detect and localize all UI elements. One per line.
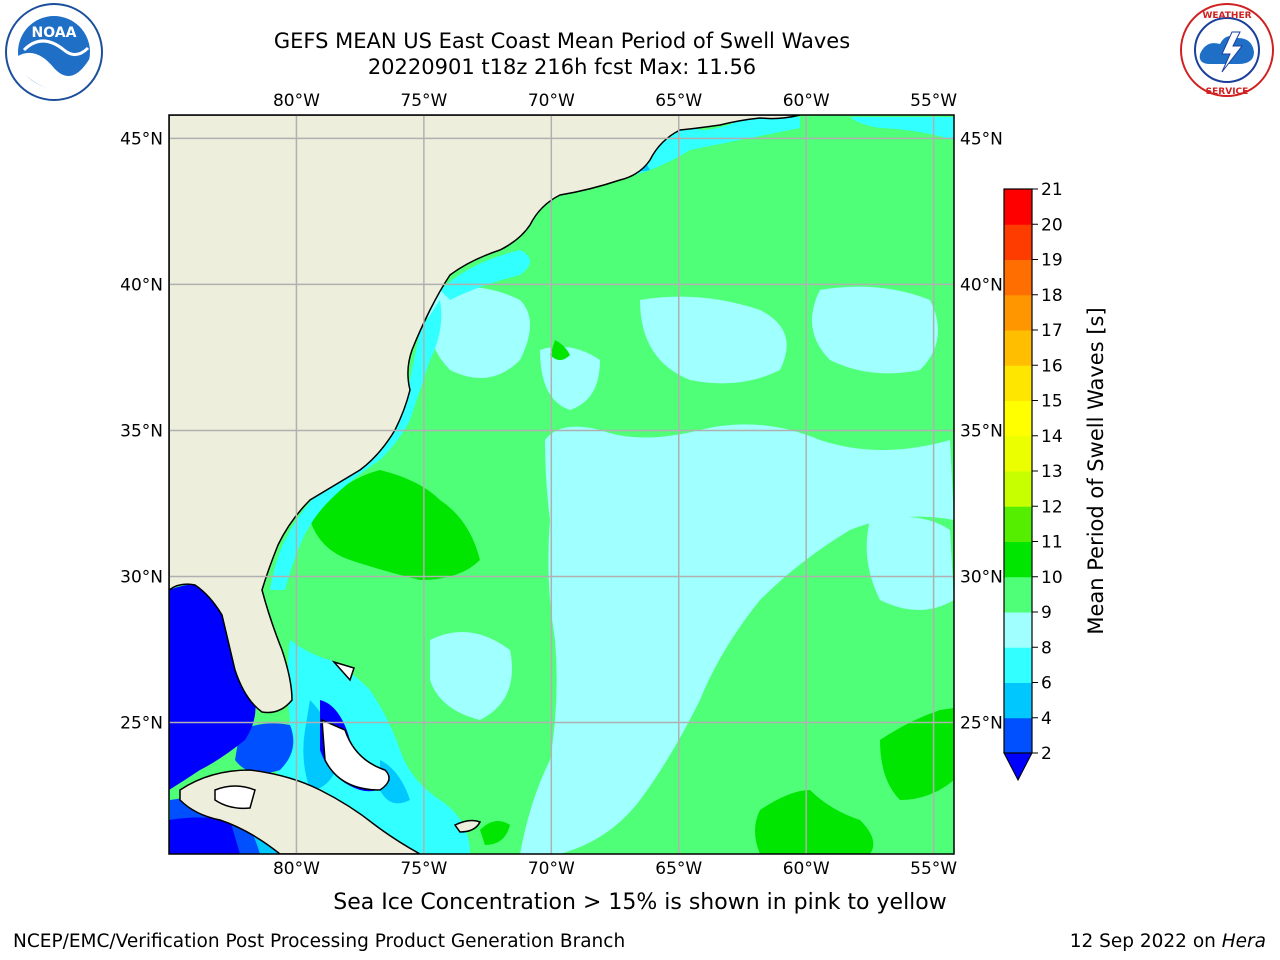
colorbar-segment <box>1004 435 1032 472</box>
chart-title: GEFS MEAN US East Coast Mean Period of S… <box>273 29 851 53</box>
colorbar-segment <box>1004 541 1032 578</box>
colorbar-tick-label: 11 <box>1041 533 1063 553</box>
colorbar-segment <box>1004 294 1032 331</box>
lon-labels-top: 80°W 75°W 70°W 65°W 60°W 55°W <box>273 91 957 111</box>
lat-label-right: 35°N <box>960 421 1003 441</box>
colorbar-segments <box>1004 189 1032 754</box>
lat-label-left: 40°N <box>120 275 163 295</box>
lat-label-left: 35°N <box>120 421 163 441</box>
land <box>169 115 801 854</box>
map-field <box>169 115 954 854</box>
colorbar-tick-label: 8 <box>1041 638 1052 658</box>
colorbar-tick-label: 12 <box>1041 497 1063 517</box>
chart-subtitle: 20220901 t18z 216h fcst Max: 11.56 <box>367 55 757 79</box>
colorbar-tick-label: 19 <box>1041 251 1063 271</box>
colorbar-segment <box>1004 400 1032 437</box>
lon-label-bottom: 65°W <box>655 859 702 879</box>
lat-label-left: 45°N <box>120 129 163 149</box>
footer-machine: Hera <box>1221 931 1266 952</box>
colorbar-segment <box>1004 189 1032 225</box>
colorbar-tick-label: 15 <box>1041 392 1063 412</box>
nws-logo: WEATHER SERVICE <box>1180 3 1274 97</box>
lon-label-bottom: 75°W <box>400 859 447 879</box>
svg-text:SERVICE: SERVICE <box>1206 87 1249 97</box>
colorbar-tick-label: 14 <box>1041 427 1063 447</box>
lat-labels-right: 45°N 40°N 35°N 30°N 25°N <box>960 129 1003 733</box>
lon-label-top: 80°W <box>273 91 320 111</box>
lon-label-bottom: 80°W <box>273 859 320 879</box>
colorbar-tick-label: 16 <box>1041 356 1063 376</box>
colorbar-tick-label: 21 <box>1041 180 1063 200</box>
colorbar-label: Mean Period of Swell Waves [s] <box>1084 307 1108 634</box>
sea-ice-note: Sea Ice Concentration > 15% is shown in … <box>333 890 947 915</box>
noaa-logo: NOAA <box>5 3 103 101</box>
colorbar-segment <box>1004 471 1032 507</box>
footer-date: 12 Sep 2022 on Hera <box>1069 931 1266 952</box>
lat-label-right: 45°N <box>960 129 1003 149</box>
colorbar-segment <box>1004 647 1032 683</box>
colorbar: 2 4 6 8 9 10 11 12 13 14 15 16 17 18 19 20 21 Mean Perio… <box>1003 180 1108 782</box>
colorbar-tick-label: 9 <box>1041 603 1052 623</box>
colorbar-segment <box>1004 612 1032 648</box>
colorbar-segment <box>1004 576 1032 613</box>
noaa-logo-text: NOAA <box>32 25 77 41</box>
lon-label-bottom: 60°W <box>783 859 830 879</box>
colorbar-tick-label: 20 <box>1041 215 1063 235</box>
lat-labels-left: 45°N 40°N 35°N 30°N 25°N <box>120 129 163 733</box>
lat-label-left: 25°N <box>120 714 163 734</box>
map-grid <box>169 115 954 854</box>
colorbar-segment <box>1004 365 1032 401</box>
colorbar-tick-label: 13 <box>1041 462 1063 482</box>
colorbar-ticks: 2 4 6 8 9 10 11 12 13 14 15 16 17 18 19 20 21 <box>1032 180 1063 764</box>
lon-label-top: 75°W <box>400 91 447 111</box>
svg-text:WEATHER: WEATHER <box>1202 11 1251 21</box>
colorbar-tick-label: 2 <box>1041 744 1052 764</box>
lon-label-bottom: 55°W <box>910 859 957 879</box>
lat-label-right: 40°N <box>960 275 1003 295</box>
lat-label-left: 30°N <box>120 568 163 588</box>
lon-label-top: 60°W <box>783 91 830 111</box>
colorbar-tick-label: 4 <box>1041 709 1052 729</box>
map-frame <box>168 114 955 855</box>
lon-labels-bottom: 80°W 75°W 70°W 65°W 60°W 55°W <box>273 859 957 879</box>
colorbar-segment <box>1004 717 1032 754</box>
colorbar-segment <box>1004 224 1032 260</box>
colorbar-segment <box>1004 259 1032 296</box>
footer-credit: NCEP/EMC/Verification Post Processing Pr… <box>13 931 626 952</box>
lat-label-right: 30°N <box>960 568 1003 588</box>
field-10-11s <box>310 340 954 854</box>
field-8-9s <box>427 286 954 854</box>
colorbar-tick-label: 17 <box>1041 321 1063 341</box>
lon-label-top: 55°W <box>910 91 957 111</box>
colorbar-segment <box>1004 506 1032 542</box>
colorbar-extend-triangle <box>1003 752 1033 782</box>
lat-label-right: 25°N <box>960 714 1003 734</box>
lon-label-top: 65°W <box>655 91 702 111</box>
colorbar-tick-label: 10 <box>1041 568 1063 588</box>
colorbar-segment <box>1004 330 1032 366</box>
colorbar-segment <box>1004 682 1032 719</box>
colorbar-tick-label: 18 <box>1041 286 1063 306</box>
colorbar-tick-label: 6 <box>1041 674 1052 694</box>
lon-label-bottom: 70°W <box>528 859 575 879</box>
lon-label-top: 70°W <box>528 91 575 111</box>
